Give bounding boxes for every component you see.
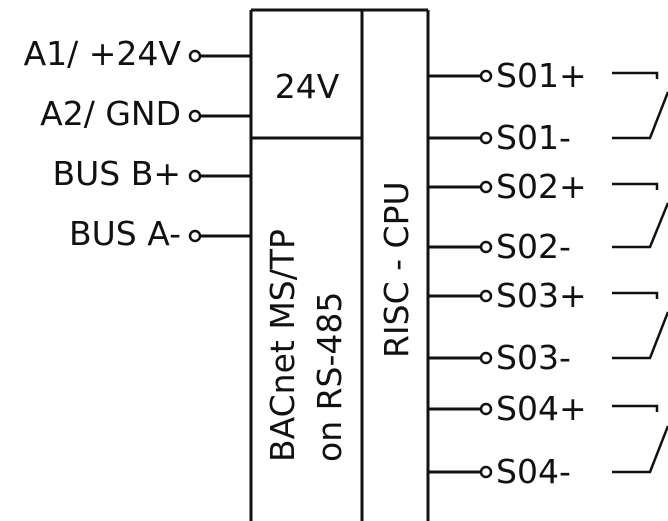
terminal-icon — [188, 109, 202, 123]
output-label: S03+ — [496, 276, 587, 315]
terminal-icon — [479, 240, 493, 254]
input-terminal: BUS B+ — [52, 154, 251, 193]
output-label: S03- — [496, 338, 571, 377]
relay-contact-icon — [612, 182, 668, 249]
terminal-icon — [479, 289, 493, 303]
input-terminal: A1/ +24V — [24, 34, 251, 73]
output-label: S01- — [496, 118, 571, 157]
output-terminal: S02- — [428, 227, 571, 266]
input-terminal: A2/ GND — [40, 94, 251, 133]
terminal-icon — [479, 131, 493, 145]
comm-block-label-1: BACnet MS/TP — [263, 229, 302, 462]
input-label: BUS B+ — [52, 154, 181, 193]
terminal-icon — [188, 49, 202, 63]
output-terminal: S03- — [428, 338, 571, 377]
output-terminal: S02+ — [428, 167, 587, 206]
output-label: S01+ — [496, 56, 587, 95]
output-label: S02- — [496, 227, 571, 266]
terminal-icon — [188, 229, 202, 243]
output-label: S02+ — [496, 167, 587, 206]
relay-contact-icon — [612, 291, 668, 360]
output-terminal: S03+ — [428, 276, 587, 315]
cpu-block-label: RISC - CPU — [377, 181, 416, 358]
output-label: S04+ — [496, 389, 587, 428]
output-terminal: S01- — [428, 118, 571, 157]
terminal-icon — [479, 180, 493, 194]
relay-contact-icon — [612, 71, 668, 140]
terminal-icon — [188, 169, 202, 183]
terminal-icon — [479, 402, 493, 416]
input-terminal: BUS A- — [69, 214, 251, 253]
output-label: S04- — [496, 452, 571, 491]
terminal-icon — [479, 351, 493, 365]
relay-contact-icon — [612, 404, 668, 474]
comm-block-label-2: on RS-485 — [310, 292, 349, 462]
output-terminal: S01+ — [428, 56, 587, 95]
terminal-icon — [479, 69, 493, 83]
module-outline — [249, 8, 430, 521]
input-label: A2/ GND — [40, 94, 181, 133]
input-label: BUS A- — [69, 214, 181, 253]
terminal-icon — [479, 465, 493, 479]
input-label: A1/ +24V — [24, 34, 182, 73]
output-terminal: S04+ — [428, 389, 587, 428]
power-block-label: 24V — [275, 67, 340, 106]
output-terminal: S04- — [428, 452, 571, 491]
